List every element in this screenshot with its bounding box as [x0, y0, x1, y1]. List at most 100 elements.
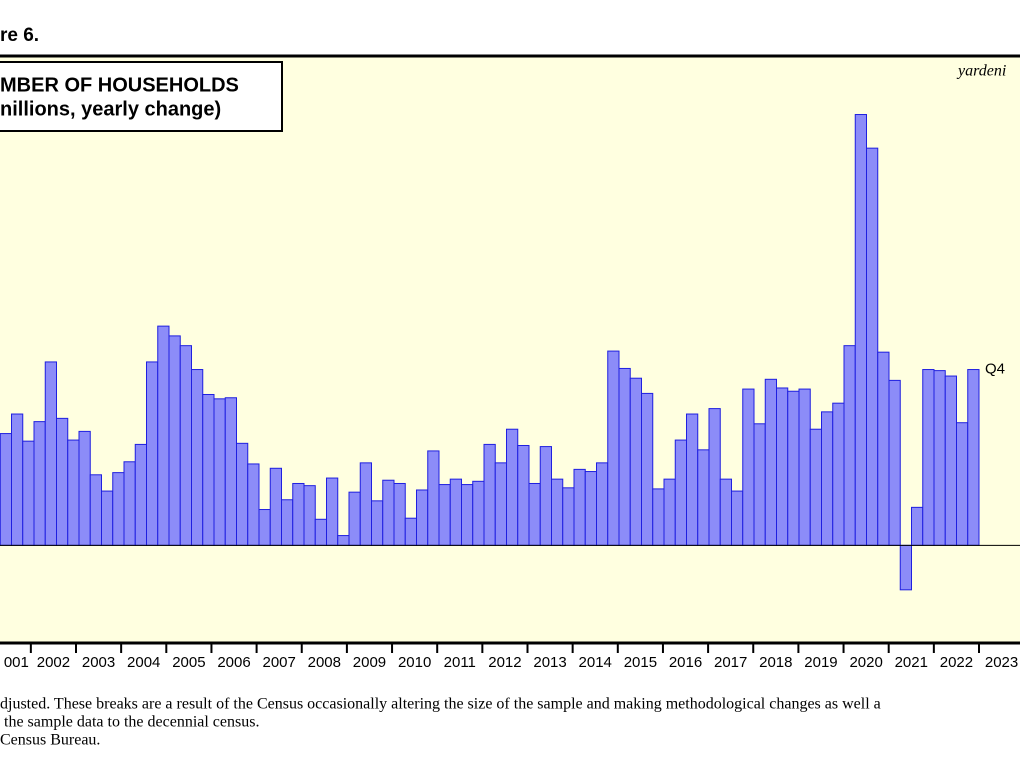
bar	[629, 377, 642, 546]
bar	[326, 477, 339, 546]
bar	[11, 413, 24, 546]
bar	[33, 421, 46, 546]
bar	[179, 345, 192, 546]
bar	[607, 350, 620, 546]
bar	[798, 388, 811, 546]
chart-title: MBER OF HOUSEHOLDS	[0, 74, 239, 96]
bar	[292, 482, 305, 546]
bar	[247, 463, 260, 546]
bar	[303, 485, 316, 546]
x-tick-label: 2013	[533, 654, 566, 671]
bar	[438, 484, 451, 546]
bar	[191, 369, 204, 546]
bar	[832, 402, 845, 546]
bar	[449, 478, 462, 546]
bar	[742, 388, 755, 546]
bar	[944, 375, 957, 546]
x-tick-label: 2006	[217, 654, 250, 671]
bar	[348, 491, 361, 546]
bar	[506, 428, 519, 546]
bar	[337, 535, 350, 546]
x-tick-label: 2011	[444, 654, 476, 671]
x-tick-label: 2017	[714, 654, 747, 671]
x-tick-label: 2016	[669, 654, 702, 671]
bar	[157, 325, 170, 546]
x-tick-label: 2002	[37, 654, 70, 671]
bar	[258, 509, 271, 546]
x-tick-label: 2005	[172, 654, 205, 671]
bar	[719, 478, 732, 546]
bar	[281, 499, 294, 546]
bar	[483, 443, 496, 546]
bar	[528, 482, 541, 546]
bar	[956, 422, 969, 546]
footnote: the sample data to the decennial census.	[0, 714, 259, 731]
figure-label: re 6.	[0, 25, 39, 46]
bar	[573, 468, 586, 546]
bar	[224, 397, 237, 546]
annotation: Q4	[985, 361, 1005, 378]
bar	[56, 417, 69, 546]
bar	[776, 387, 789, 546]
bar	[393, 482, 406, 546]
bar	[618, 367, 631, 546]
bar	[78, 430, 91, 546]
bar	[562, 487, 575, 546]
bar	[359, 462, 372, 546]
bar	[472, 480, 485, 546]
x-tick-label: 2014	[579, 654, 612, 671]
bar	[922, 369, 935, 546]
x-tick-label: 2004	[127, 654, 160, 671]
bar	[753, 423, 766, 546]
bar	[551, 478, 564, 546]
bar	[427, 450, 440, 546]
bar	[787, 390, 800, 546]
bar	[461, 484, 474, 546]
bar	[877, 351, 890, 546]
bar	[596, 462, 609, 546]
bar	[404, 517, 417, 546]
bar	[731, 490, 744, 546]
bar	[371, 500, 384, 546]
x-tick-label: 2021	[895, 654, 928, 671]
bar	[146, 361, 159, 546]
x-tick-label: 2018	[759, 654, 792, 671]
bar	[236, 442, 249, 546]
bar	[888, 379, 901, 546]
bar	[821, 411, 834, 546]
bar	[911, 506, 924, 546]
bar	[967, 369, 980, 546]
bar	[933, 370, 946, 546]
x-tick-label: 2003	[82, 654, 115, 671]
x-tick-label: 2020	[849, 654, 882, 671]
bar	[708, 408, 721, 546]
bar	[843, 345, 856, 546]
bar	[67, 439, 80, 546]
bar	[134, 443, 147, 546]
title-box	[0, 61, 283, 132]
bar	[269, 467, 282, 546]
footnote: Census Bureau.	[0, 732, 100, 749]
footnote: djusted. These breaks are a result of th…	[0, 696, 881, 713]
x-tick-label: 2012	[488, 654, 521, 671]
bar	[168, 335, 181, 546]
bar	[517, 444, 530, 546]
bar	[854, 114, 867, 546]
x-tick-label: 2015	[624, 654, 657, 671]
bar	[663, 478, 676, 546]
x-tick-label: 2007	[262, 654, 295, 671]
bar	[123, 461, 136, 546]
bar	[686, 413, 699, 546]
bar	[101, 490, 114, 546]
bar	[899, 544, 912, 591]
bar	[213, 398, 226, 546]
x-tick-label: 2010	[398, 654, 431, 671]
bar	[0, 433, 12, 546]
bar	[584, 471, 597, 546]
bar	[697, 449, 710, 546]
bar	[674, 439, 687, 546]
bar	[314, 518, 327, 546]
chart-subtitle: nillions, yearly change)	[0, 98, 221, 120]
bar	[866, 147, 879, 546]
bars	[0, 114, 1020, 591]
